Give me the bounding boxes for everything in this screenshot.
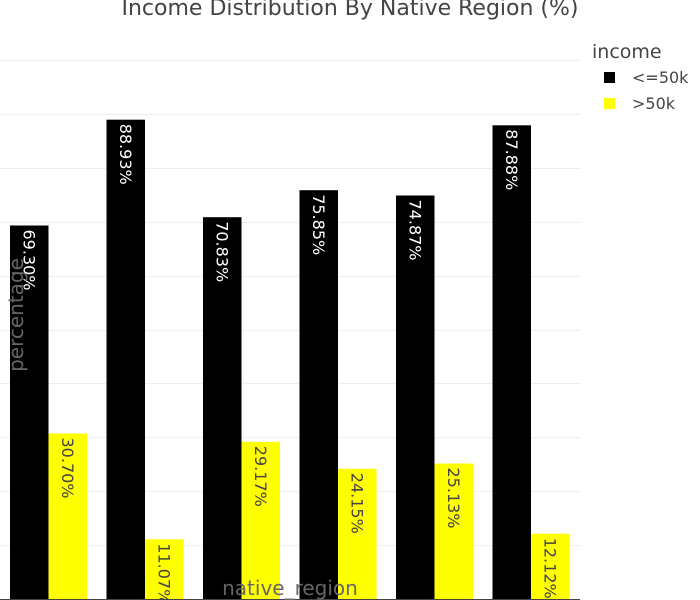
legend-label-le50k: <=50k: [632, 68, 689, 87]
bar-le50k-5[interactable]: [396, 195, 435, 600]
gridlines: [0, 60, 580, 546]
bar-value-label: 11.07%: [154, 543, 173, 600]
bar-value-label: 88.93%: [116, 124, 135, 185]
bar-le50k-4[interactable]: [299, 190, 339, 600]
bar-value-label: 25.13%: [444, 468, 463, 529]
bar-value-label: 12.12%: [540, 538, 559, 599]
bar-gt50k-5[interactable]: [434, 463, 474, 600]
legend-swatch-le50k: [604, 72, 615, 83]
x-axis-title: native_region: [222, 576, 358, 600]
legend: income <=50k >50k: [592, 41, 689, 113]
bar-value-label: 75.85%: [309, 194, 328, 255]
legend-item-gt50k[interactable]: >50k: [604, 94, 676, 113]
bar-value-label: 24.15%: [347, 473, 366, 534]
bars: [10, 119, 570, 600]
legend-swatch-gt50k: [604, 98, 615, 109]
bar-le50k-2[interactable]: [106, 119, 146, 600]
bar-gt50k-2[interactable]: [145, 539, 184, 600]
bar-value-label: 87.88%: [502, 129, 521, 190]
bar-value-label: 29.17%: [251, 446, 270, 507]
chart-title: Income Distribution By Native Region (%): [122, 0, 579, 21]
bar-value-label: 69.30%: [19, 230, 38, 291]
legend-title: income: [592, 41, 662, 63]
bar-le50k-3[interactable]: [203, 217, 242, 600]
bar-gt50k-3[interactable]: [241, 441, 281, 600]
bar-gt50k-4[interactable]: [338, 468, 377, 600]
bar-value-label: 70.83%: [212, 221, 231, 282]
legend-label-gt50k: >50k: [632, 94, 676, 113]
y-axis-title: percentage: [4, 258, 28, 372]
bar-value-label: 74.87%: [405, 200, 424, 261]
bar-value-label: 30.70%: [58, 438, 77, 499]
bar-le50k-1[interactable]: [10, 225, 49, 600]
bar-gt50k-6[interactable]: [531, 533, 570, 600]
legend-item-le50k[interactable]: <=50k: [604, 68, 689, 87]
bar-labels: 69.30% 30.70% 88.93% 11.07% 70.83% 29.17% 75.8…: [19, 124, 559, 600]
bar-le50k-6[interactable]: [492, 125, 532, 600]
bar-gt50k-1[interactable]: [48, 433, 88, 600]
